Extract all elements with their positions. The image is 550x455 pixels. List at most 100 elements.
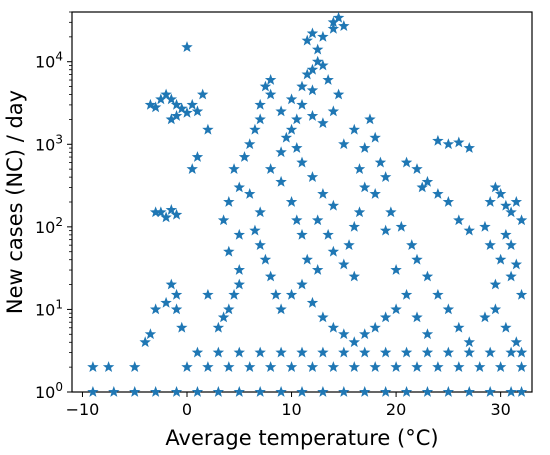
- data-point: [144, 98, 157, 110]
- data-point: [244, 361, 256, 372]
- x-tick-label: 30: [490, 400, 510, 419]
- data-point: [264, 74, 277, 85]
- data-point: [343, 239, 355, 251]
- data-point: [275, 105, 287, 117]
- data-point: [176, 321, 188, 333]
- data-point: [191, 151, 204, 162]
- data-point: [327, 22, 340, 34]
- data-point: [264, 163, 277, 174]
- data-point: [296, 98, 308, 110]
- data-point: [296, 80, 308, 92]
- data-point: [264, 88, 277, 100]
- data-point: [474, 361, 486, 372]
- data-point: [421, 386, 434, 397]
- data-point: [317, 117, 329, 129]
- data-point: [500, 228, 512, 240]
- data-point: [411, 361, 423, 372]
- data-point: [181, 41, 193, 53]
- data-point: [385, 206, 397, 218]
- data-point: [369, 361, 381, 372]
- data-point: [510, 258, 523, 270]
- data-point: [170, 110, 183, 121]
- data-point: [264, 270, 277, 282]
- data-point: [400, 156, 413, 168]
- data-point: [223, 361, 235, 372]
- data-point: [186, 163, 198, 174]
- data-point: [233, 228, 245, 240]
- data-point: [353, 163, 366, 174]
- data-point: [165, 278, 178, 290]
- data-point: [170, 288, 183, 300]
- data-point: [275, 303, 287, 315]
- data-point: [212, 321, 225, 333]
- data-point: [505, 206, 517, 218]
- x-tick-label: 10: [281, 400, 301, 419]
- data-point: [489, 181, 502, 193]
- data-point: [338, 328, 350, 340]
- data-point: [421, 328, 434, 340]
- data-point: [432, 134, 444, 146]
- data-point: [500, 321, 512, 333]
- data-point: [442, 303, 455, 315]
- data-point: [327, 321, 340, 333]
- data-point: [217, 311, 230, 323]
- data-point: [301, 68, 313, 80]
- data-point: [463, 224, 475, 236]
- data-point: [494, 361, 507, 372]
- data-point: [129, 386, 141, 397]
- data-point: [223, 303, 235, 315]
- data-point: [463, 142, 475, 153]
- data-point: [327, 361, 340, 372]
- data-point: [442, 346, 455, 358]
- data-point: [338, 386, 350, 397]
- data-point: [181, 106, 193, 118]
- data-point: [505, 270, 517, 282]
- x-tick-label: −10: [66, 400, 100, 419]
- data-point: [244, 188, 256, 199]
- data-point: [442, 196, 455, 207]
- data-point: [160, 88, 172, 100]
- data-point: [348, 123, 360, 135]
- data-point: [275, 175, 287, 187]
- data-point: [322, 74, 334, 85]
- data-point: [338, 346, 350, 358]
- data-point: [296, 386, 308, 397]
- data-point: [400, 386, 413, 397]
- y-tick-label: 103: [35, 132, 63, 154]
- data-point: [264, 361, 277, 372]
- data-point: [280, 131, 293, 143]
- data-point: [510, 336, 523, 348]
- data-point: [479, 311, 491, 323]
- data-point: [317, 30, 329, 42]
- data-point: [515, 386, 528, 397]
- data-point: [359, 142, 371, 153]
- data-point: [395, 220, 408, 232]
- data-point: [191, 346, 204, 358]
- data-point: [406, 239, 418, 251]
- data-point: [311, 43, 324, 55]
- data-point: [149, 303, 162, 315]
- data-point: [332, 11, 345, 23]
- data-point: [212, 346, 225, 358]
- y-tick-label: 101: [35, 297, 63, 319]
- data-point: [353, 206, 366, 218]
- data-point: [212, 386, 225, 397]
- data-point: [311, 55, 324, 67]
- data-point: [202, 123, 214, 135]
- data-point: [500, 199, 512, 211]
- data-point: [259, 80, 272, 92]
- data-point: [442, 386, 455, 397]
- data-point: [233, 278, 245, 290]
- data-point: [453, 361, 465, 372]
- data-point: [275, 386, 287, 397]
- data-point: [453, 214, 465, 226]
- data-point: [306, 84, 319, 96]
- data-point: [369, 131, 381, 143]
- data-point: [149, 206, 162, 218]
- data-point: [228, 288, 240, 300]
- data-point: [238, 151, 251, 162]
- data-point: [515, 346, 528, 358]
- data-point: [484, 196, 496, 207]
- data-point: [484, 386, 496, 397]
- data-point: [285, 288, 298, 300]
